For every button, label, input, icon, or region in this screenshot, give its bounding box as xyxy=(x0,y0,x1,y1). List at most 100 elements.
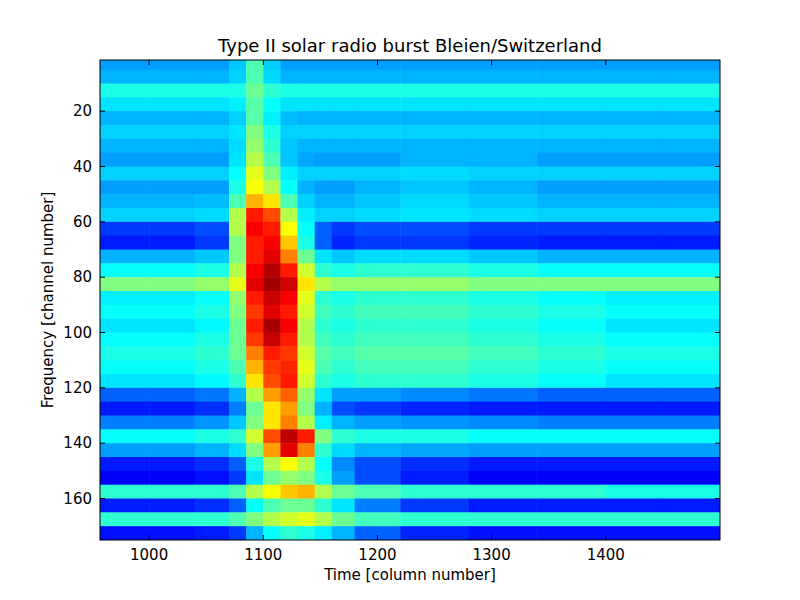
cell xyxy=(229,194,247,208)
cell xyxy=(332,443,355,457)
cell xyxy=(263,526,281,540)
cell xyxy=(400,70,469,84)
cell xyxy=(537,416,606,430)
cell xyxy=(469,222,538,236)
cell xyxy=(195,457,230,471)
cell xyxy=(298,97,316,111)
cell xyxy=(355,471,401,485)
cell xyxy=(246,84,264,98)
cell xyxy=(332,526,355,540)
cell xyxy=(229,374,247,388)
cell xyxy=(298,84,316,98)
cell xyxy=(469,250,538,264)
cell xyxy=(663,388,720,402)
cell xyxy=(280,97,298,111)
cell xyxy=(195,180,230,194)
cell xyxy=(400,291,469,305)
cell xyxy=(400,139,469,153)
cell xyxy=(195,319,230,333)
cell xyxy=(315,374,333,388)
cell xyxy=(332,346,355,360)
cell xyxy=(663,125,720,139)
cell xyxy=(606,60,664,70)
cell xyxy=(246,167,264,181)
cell xyxy=(298,305,316,319)
cell xyxy=(100,346,150,360)
cell xyxy=(100,526,150,540)
cell xyxy=(537,402,606,416)
cell xyxy=(100,97,150,111)
cell xyxy=(606,402,664,416)
cell xyxy=(469,111,538,125)
cell xyxy=(315,429,333,443)
cell xyxy=(195,84,230,98)
cell xyxy=(263,457,281,471)
cell xyxy=(246,250,264,264)
cell xyxy=(332,111,355,125)
y-tick xyxy=(100,111,105,112)
cell xyxy=(663,402,720,416)
cell xyxy=(195,97,230,111)
cell xyxy=(315,277,333,291)
cell xyxy=(100,153,150,167)
cell xyxy=(332,512,355,526)
cell xyxy=(195,263,230,277)
cell xyxy=(355,526,401,540)
cell xyxy=(606,346,664,360)
cell xyxy=(606,471,664,485)
cell xyxy=(149,305,195,319)
cell xyxy=(195,305,230,319)
cell xyxy=(606,236,664,250)
cell xyxy=(332,360,355,374)
cell xyxy=(229,319,247,333)
cell xyxy=(149,388,195,402)
cell xyxy=(229,153,247,167)
cell xyxy=(606,305,664,319)
cell xyxy=(149,194,195,208)
cell xyxy=(400,222,469,236)
cell xyxy=(332,97,355,111)
cell xyxy=(663,208,720,222)
x-tick-label: 1400 xyxy=(587,546,625,564)
cell xyxy=(195,499,230,513)
cell xyxy=(280,194,298,208)
cell xyxy=(263,60,281,70)
cell xyxy=(332,319,355,333)
cell xyxy=(280,111,298,125)
cell xyxy=(663,263,720,277)
cell xyxy=(195,360,230,374)
cell xyxy=(469,305,538,319)
cell xyxy=(246,319,264,333)
cell xyxy=(315,194,333,208)
cell xyxy=(537,236,606,250)
cell xyxy=(280,125,298,139)
cell xyxy=(400,443,469,457)
cell xyxy=(195,402,230,416)
cell xyxy=(469,70,538,84)
cell xyxy=(100,139,150,153)
cell xyxy=(298,70,316,84)
cell xyxy=(149,443,195,457)
cell xyxy=(229,429,247,443)
cell xyxy=(663,443,720,457)
cell xyxy=(355,443,401,457)
cell xyxy=(332,194,355,208)
cell xyxy=(315,263,333,277)
cell xyxy=(298,360,316,374)
y-tick xyxy=(715,221,720,222)
y-tick xyxy=(100,443,105,444)
cell xyxy=(469,443,538,457)
cell xyxy=(315,305,333,319)
cell xyxy=(537,512,606,526)
cell xyxy=(469,526,538,540)
cell xyxy=(469,388,538,402)
cell xyxy=(663,236,720,250)
cell xyxy=(537,263,606,277)
cell xyxy=(263,346,281,360)
cell xyxy=(537,250,606,264)
cell xyxy=(263,263,281,277)
x-tick xyxy=(263,60,264,65)
cell xyxy=(355,277,401,291)
cell xyxy=(332,84,355,98)
cell xyxy=(246,526,264,540)
